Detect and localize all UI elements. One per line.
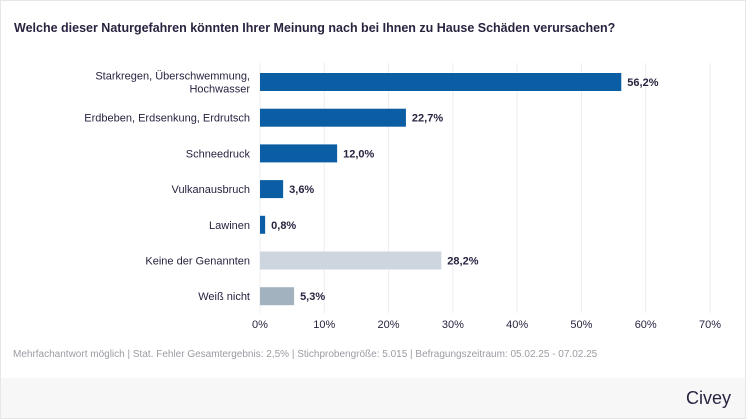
x-tick-label: 60%: [635, 319, 657, 331]
bar: [260, 73, 622, 91]
category-label: Weiß nicht: [198, 291, 250, 303]
category-label: Erdbeben, Erdsenkung, Erdrutsch: [84, 113, 250, 125]
data-label: 22,7%: [412, 113, 443, 125]
x-tick-label: 20%: [378, 319, 400, 331]
bar: [260, 215, 266, 234]
bar: [260, 287, 295, 306]
survey-note: Mehrfachantwort möglich | Stat. Fehler G…: [13, 349, 598, 360]
x-tick-label: 10%: [313, 319, 335, 331]
chart-title: Welche dieser Naturgefahren könnten Ihre…: [14, 21, 616, 35]
civey-logo: Civey: [685, 388, 731, 408]
x-tick-label: 0%: [252, 319, 268, 331]
data-label: 5,3%: [300, 291, 325, 303]
data-label: 0,8%: [271, 220, 296, 232]
x-tick-label: 50%: [570, 319, 592, 331]
category-label: Starkregen, Überschwemmung,: [95, 71, 250, 83]
category-label: Vulkanausbruch: [172, 184, 250, 196]
bar-chart: 0% 10% 20% 30% 40% 50% 60% 70% 56,2% Starkregen, …: [84, 63, 721, 331]
bar: [260, 108, 406, 127]
data-label: 28,2%: [447, 256, 478, 268]
footer: [1, 378, 745, 418]
category-label: Keine der Genannten: [145, 256, 250, 268]
x-tick-label: 70%: [699, 319, 721, 331]
x-tick-label: 40%: [506, 319, 528, 331]
bar: [260, 180, 284, 199]
data-label: 3,6%: [289, 184, 314, 196]
category-label: Hochwasser: [189, 84, 250, 96]
bar: [260, 144, 338, 163]
data-label: 56,2%: [627, 77, 658, 89]
category-label: Lawinen: [209, 220, 250, 232]
data-label: 12,0%: [343, 148, 374, 160]
x-tick-label: 30%: [442, 319, 464, 331]
category-label: Schneedruck: [186, 148, 251, 160]
bar: [260, 251, 442, 270]
